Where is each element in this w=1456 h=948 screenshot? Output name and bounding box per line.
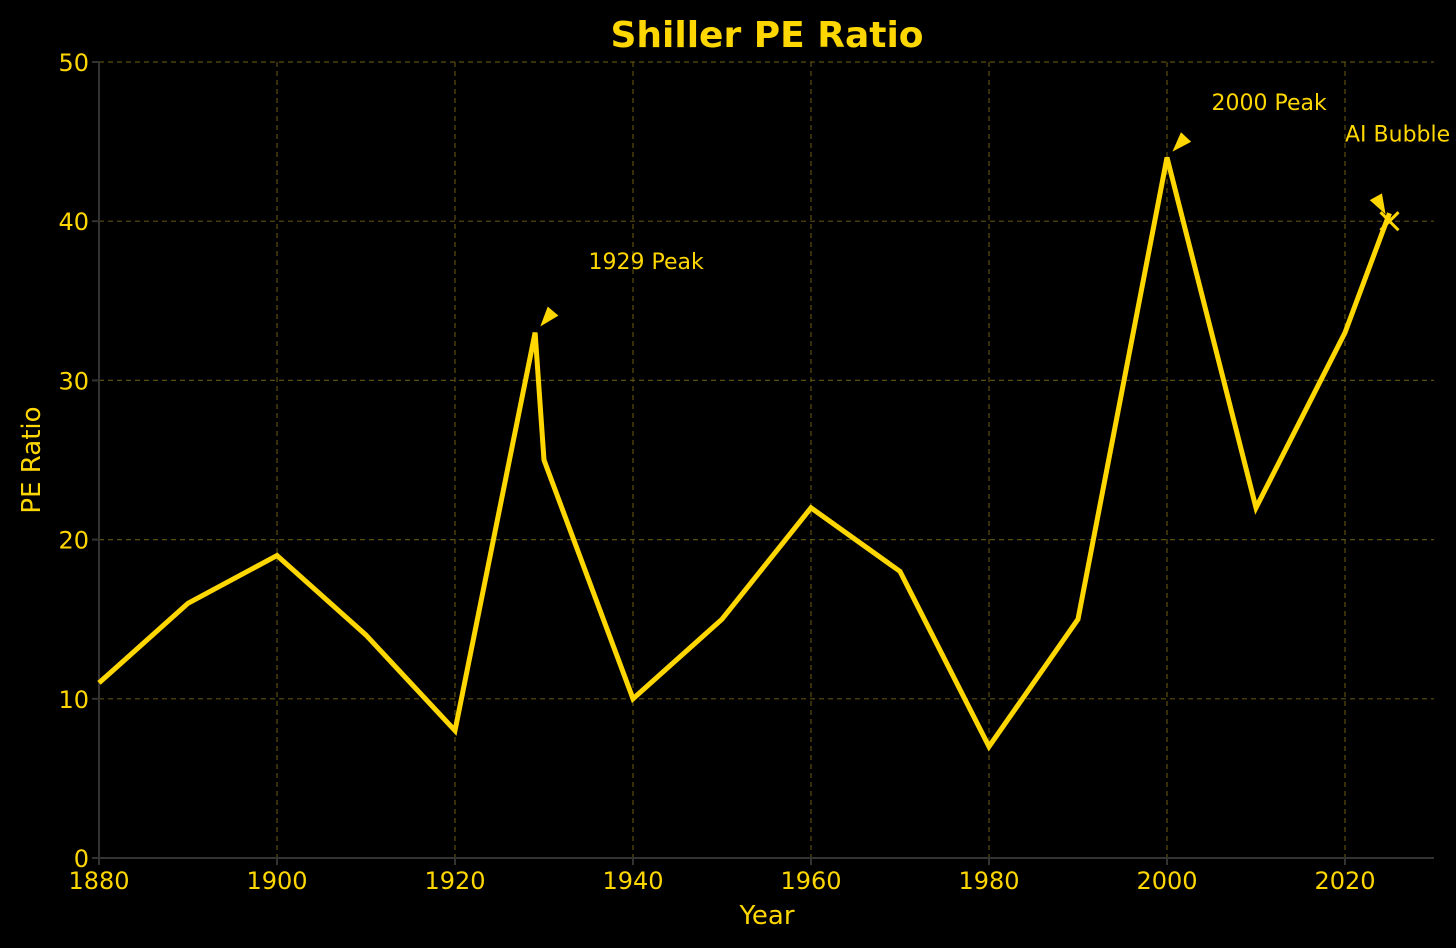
annotation-label: 1929 Peak [589, 250, 704, 275]
x-marker [1379, 211, 1400, 232]
chart-title: Shiller PE Ratio [610, 15, 923, 56]
series-layer [97, 156, 1400, 752]
y-axis-label: PE Ratio [17, 406, 47, 513]
x-tick-label: 1960 [780, 867, 841, 895]
annotation: 2000 Peak [1172, 91, 1327, 152]
annotation: 1929 Peak [540, 250, 704, 327]
annotation: AI Bubble 2025 [1345, 123, 1456, 215]
y-tick-label: 0 [74, 845, 89, 873]
y-tick-label: 20 [58, 527, 89, 555]
annotations: 1929 Peak 2000 Peak AI Bubble 2025 [540, 91, 1456, 327]
x-tick-label: 1920 [424, 867, 485, 895]
x-tick-label: 1980 [958, 867, 1019, 895]
x-marker-stroke [1379, 211, 1400, 232]
x-axis-label: Year [738, 901, 794, 931]
y-tick-label: 10 [58, 686, 89, 714]
y-tick-label: 40 [58, 208, 89, 236]
annotation-label: 2000 Peak [1212, 91, 1327, 116]
annotation-label: AI Bubble 2025 [1345, 123, 1456, 148]
pe-ratio-line [97, 156, 1392, 752]
y-tick-label: 50 [58, 49, 89, 77]
annotation-arrow [1172, 132, 1192, 152]
y-tick-label: 30 [58, 367, 89, 395]
tick-labels: 1880 1900 1920 1940 1960 1980 2000 2020 0 10 20 30 4… [58, 49, 1375, 895]
grid-lines [99, 61, 1434, 858]
annotation-arrow [1369, 193, 1386, 215]
x-tick-label: 1880 [68, 867, 129, 895]
x-tick-label: 2020 [1314, 867, 1375, 895]
axes [98, 62, 1434, 859]
x-tick-label: 1940 [602, 867, 663, 895]
x-tick-label: 2000 [1136, 867, 1197, 895]
x-tick-label: 1900 [246, 867, 307, 895]
annotation-arrow [540, 306, 559, 327]
